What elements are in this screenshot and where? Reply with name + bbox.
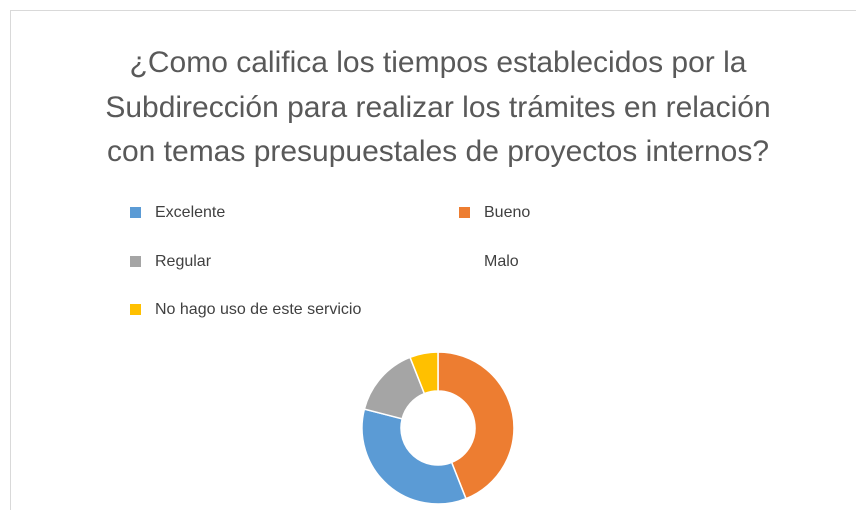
legend-swatch: [130, 207, 141, 218]
legend-swatch: [130, 304, 141, 315]
legend-label: No hago uso de este servicio: [155, 301, 361, 318]
chart-title: Subdirección para realizar los trámites …: [105, 91, 770, 124]
donut-slice: [437, 351, 515, 500]
legend-label: Excelente: [155, 204, 225, 221]
legend-label: Bueno: [484, 204, 530, 221]
legend-swatch: [459, 256, 470, 267]
chart-title: con temas presupuestales de proyectos in…: [107, 135, 769, 168]
chart-title: ¿Como califica los tiempos establecidos …: [130, 46, 747, 79]
legend-swatch: [459, 207, 470, 218]
legend-label: Regular: [155, 253, 212, 270]
legend-swatch: [130, 256, 141, 267]
legend-label: Malo: [484, 253, 519, 270]
donut-slice: [361, 408, 467, 505]
donut-slice: [409, 351, 439, 395]
chart-frame: [10, 10, 856, 510]
